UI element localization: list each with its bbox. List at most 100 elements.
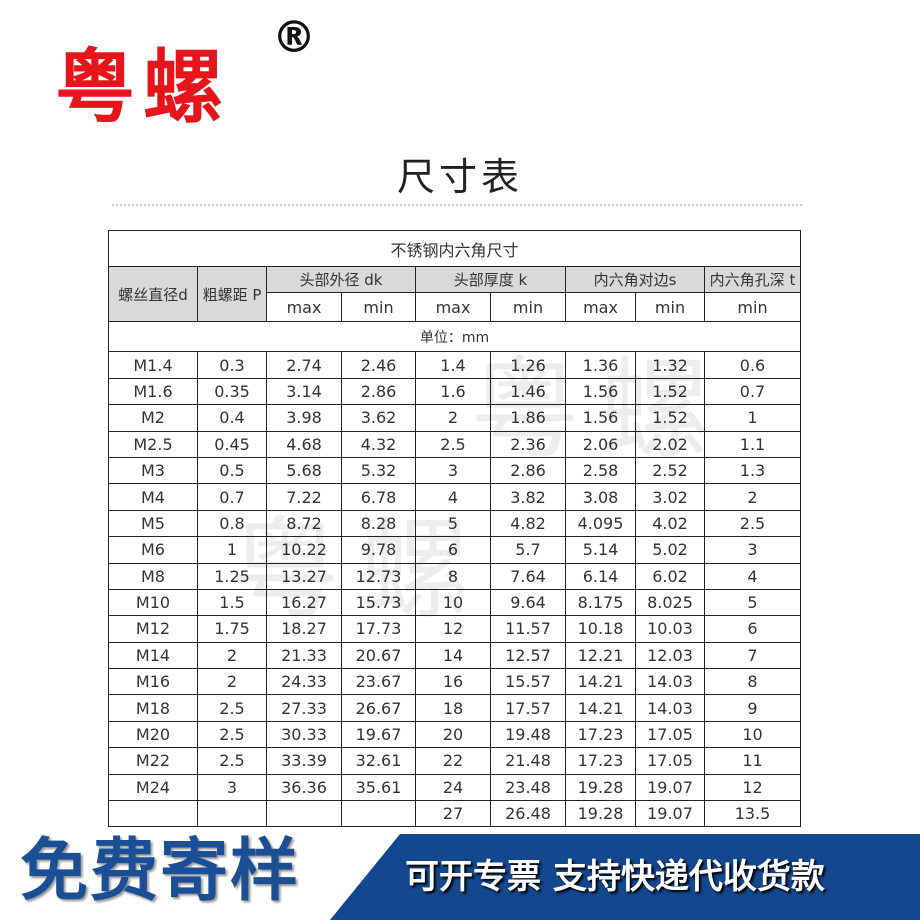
table-cell: 2.36 bbox=[490, 430, 566, 458]
table-cell: 12.57 bbox=[490, 641, 566, 670]
table-row: M18 2.5 27.33 26.67 18 17.57 14.21 14.03 9 bbox=[108, 694, 801, 722]
table-row: M20 2.5 30.33 19.67 20 19.48 17.23 17.05 10 bbox=[108, 720, 801, 749]
table-cell: 1.75 bbox=[197, 615, 267, 643]
table-cell: 21.33 bbox=[266, 641, 342, 670]
subheader-cell: max bbox=[565, 292, 636, 323]
table-cell: 16 bbox=[415, 668, 491, 696]
table-cell: 5.14 bbox=[565, 536, 636, 564]
table-cell: 0.7 bbox=[704, 377, 801, 406]
subheader-cell: min bbox=[490, 292, 566, 323]
header-d: 螺丝直径d bbox=[108, 265, 198, 323]
table-cell: M22 bbox=[108, 747, 198, 775]
table-cell: 26.67 bbox=[341, 694, 416, 722]
table-cell: 2.46 bbox=[341, 351, 416, 379]
header-p: 粗螺距 P bbox=[197, 265, 267, 323]
table-cell: 2.5 bbox=[704, 509, 801, 538]
table-cell bbox=[266, 800, 342, 828]
table-cell bbox=[341, 800, 416, 828]
table-cell: 14 bbox=[415, 641, 491, 670]
table-cell: 0.35 bbox=[197, 377, 267, 406]
table-cell: 26.48 bbox=[490, 800, 566, 828]
table-cell: M2 bbox=[108, 404, 198, 432]
table-cell: 2.5 bbox=[197, 720, 267, 749]
table-cell: 7.64 bbox=[490, 562, 566, 590]
table-cell: 3.98 bbox=[266, 404, 342, 432]
table-cell: 10.18 bbox=[565, 615, 636, 643]
table-cell: 8.175 bbox=[565, 588, 636, 617]
table-cell: 1.52 bbox=[635, 404, 705, 432]
table-cell: 27 bbox=[415, 800, 491, 828]
table-cell: 8 bbox=[704, 668, 801, 696]
subheader-cell: min bbox=[341, 292, 416, 323]
table-cell: 17.23 bbox=[565, 747, 636, 775]
table-cell: M16 bbox=[108, 668, 198, 696]
table-row: 27 26.48 19.28 19.07 13.5 bbox=[108, 800, 801, 828]
table-cell: M24 bbox=[108, 773, 198, 802]
table-cell: 4.32 bbox=[341, 430, 416, 458]
table-cell: 11 bbox=[704, 747, 801, 775]
free-sample-text: 免费寄样 bbox=[20, 832, 301, 911]
table-cell: 2.86 bbox=[490, 456, 566, 485]
table-cell: M8 bbox=[108, 562, 198, 590]
table-cell: 24.33 bbox=[266, 668, 342, 696]
subheader-cell: min bbox=[635, 292, 705, 323]
table-cell bbox=[108, 800, 198, 828]
table-cell: 19.28 bbox=[565, 773, 636, 802]
table-cell: 9 bbox=[704, 694, 801, 722]
table-cell: M18 bbox=[108, 694, 198, 722]
table-cell: 1 bbox=[704, 404, 801, 432]
table-cell: 2.5 bbox=[197, 747, 267, 775]
table-cell: 20 bbox=[415, 720, 491, 749]
table-cell: 19.07 bbox=[635, 800, 705, 828]
table-cell: 14.21 bbox=[565, 668, 636, 696]
table-cell: 8 bbox=[415, 562, 491, 590]
table-cell: 8.72 bbox=[266, 509, 342, 538]
table-cell: 13.5 bbox=[704, 800, 801, 828]
table-row: M2.5 0.45 4.68 4.32 2.5 2.36 2.06 2.02 1.1 bbox=[108, 430, 801, 458]
table-cell: 1.46 bbox=[490, 377, 566, 406]
table-cell: 0.3 bbox=[197, 351, 267, 379]
table-cell: 6.02 bbox=[635, 562, 705, 590]
subheader-cell: min bbox=[704, 292, 801, 323]
table-cell: 4.82 bbox=[490, 509, 566, 538]
table-caption: 不锈钢内六角尺寸 bbox=[108, 230, 801, 267]
table-cell: 2.02 bbox=[635, 430, 705, 458]
table-cell: 22 bbox=[415, 747, 491, 775]
table-cell: 23.67 bbox=[341, 668, 416, 696]
table-cell: 15.57 bbox=[490, 668, 566, 696]
table-cell: 12.73 bbox=[341, 562, 416, 590]
registered-mark: ® bbox=[272, 12, 316, 63]
table-row: M1.4 0.3 2.74 2.46 1.4 1.26 1.36 1.32 0.6 bbox=[108, 351, 801, 379]
promo-slogan: 可开专票 支持快递代收货款 bbox=[405, 857, 825, 897]
table-cell: 0.5 bbox=[197, 456, 267, 485]
header-t: 内六角孔深 t bbox=[704, 265, 801, 294]
table-row: M6 1 10.22 9.78 6 5.7 5.14 5.02 3 bbox=[108, 536, 801, 564]
table-cell: 10.22 bbox=[266, 536, 342, 564]
table-cell: 3.62 bbox=[341, 404, 416, 432]
table-cell: 9.64 bbox=[490, 588, 566, 617]
table-cell: 14.03 bbox=[635, 668, 705, 696]
table-cell: 10 bbox=[415, 588, 491, 617]
table-cell: 32.61 bbox=[341, 747, 416, 775]
table-cell: 15.73 bbox=[341, 588, 416, 617]
table-cell: 36.36 bbox=[266, 773, 342, 802]
table-cell: 2 bbox=[704, 483, 801, 511]
table-cell: 18.27 bbox=[266, 615, 342, 643]
table-cell: M3 bbox=[108, 456, 198, 485]
table-cell: 5.7 bbox=[490, 536, 566, 564]
table-cell: 2 bbox=[197, 668, 267, 696]
header-dk: 头部外径 dk bbox=[266, 265, 416, 294]
table-cell: 3 bbox=[197, 773, 267, 802]
table-cell: 4.02 bbox=[635, 509, 705, 538]
table-cell: 16.27 bbox=[266, 588, 342, 617]
table-cell: 24 bbox=[415, 773, 491, 802]
table-cell: 27.33 bbox=[266, 694, 342, 722]
subheader-cell: max bbox=[415, 292, 491, 323]
table-cell: 23.48 bbox=[490, 773, 566, 802]
table-row: M16 2 24.33 23.67 16 15.57 14.21 14.03 8 bbox=[108, 668, 801, 696]
table-cell: 2.58 bbox=[565, 456, 636, 485]
table-cell: 6 bbox=[415, 536, 491, 564]
table-cell: 19.28 bbox=[565, 800, 636, 828]
dotted-divider bbox=[112, 204, 802, 206]
table-cell: M20 bbox=[108, 720, 198, 749]
